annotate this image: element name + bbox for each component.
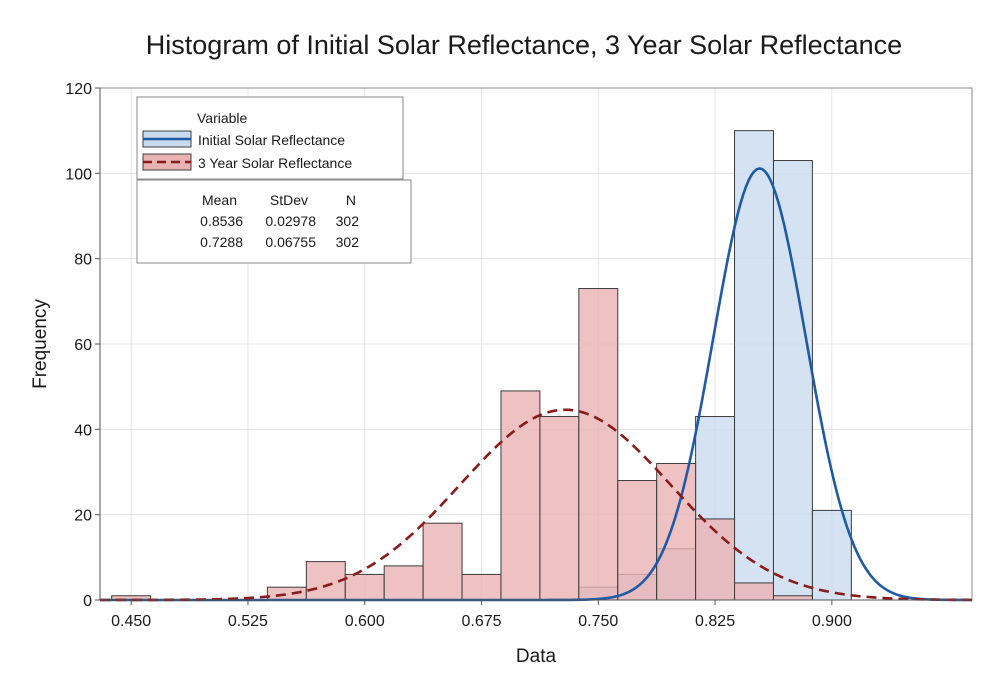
x-tick-label-5: 0.825 <box>695 613 735 630</box>
y-tick-label-2: 40 <box>74 422 92 439</box>
legend-title: Variable <box>197 110 248 126</box>
stats-3yr-n: 302 <box>336 234 360 250</box>
stats-initial-n: 302 <box>336 213 360 229</box>
three-year-bar-11 <box>539 416 580 601</box>
stats-initial-mean: 0.8536 <box>200 213 243 229</box>
legend-label-3yr: 3 Year Solar Reflectance <box>198 155 352 171</box>
x-tick-label-4: 0.750 <box>578 613 618 630</box>
three-year-bar-13 <box>617 480 658 601</box>
three-year-bar-9 <box>461 573 502 601</box>
x-axis-label: Data <box>516 646 557 667</box>
y-axis-label: Frequency <box>30 299 51 389</box>
initial-bar-6 <box>811 509 852 601</box>
initial-bar-4 <box>734 130 774 601</box>
stats-3yr-mean: 0.7288 <box>200 234 243 250</box>
three-year-bar-8 <box>422 522 463 601</box>
stats-header-mean: Mean <box>202 192 237 208</box>
three-year-bar-4 <box>266 586 307 601</box>
x-tick-label-3: 0.675 <box>461 613 501 630</box>
three-year-normal-curve <box>100 408 973 602</box>
three-year-bar-12 <box>578 288 619 601</box>
three-year-bar-6 <box>344 573 385 601</box>
x-tick-label-1: 0.525 <box>228 613 268 630</box>
chart-title: Histogram of Initial Solar Reflectance, … <box>146 30 902 60</box>
x-tick-label-0: 0.450 <box>111 613 151 630</box>
stats-3yr-stdev: 0.06755 <box>265 234 316 250</box>
initial-bar-5 <box>772 160 813 601</box>
x-tick-label-6: 0.900 <box>812 613 852 630</box>
stats-box <box>136 179 412 264</box>
stats-initial-stdev: 0.02978 <box>265 213 316 229</box>
legend-label-initial: Initial Solar Reflectance <box>198 132 345 148</box>
stats-header-n: N <box>346 192 356 208</box>
y-tick-label-0: 0 <box>83 593 92 610</box>
y-tick-label-5: 100 <box>65 166 92 183</box>
three-year-bar-16 <box>734 582 774 601</box>
three-year-bar-17 <box>772 595 813 601</box>
legend: Variable Initial Solar Reflectance 3 Yea… <box>136 96 412 264</box>
three-year-bar-14 <box>656 462 697 601</box>
y-tick-label-4: 80 <box>74 252 92 269</box>
x-axis-ticks: 0.450 0.525 0.600 0.675 0.750 0.825 0.900 <box>111 600 852 630</box>
three-year-bar-10 <box>500 390 541 601</box>
y-tick-label-3: 60 <box>74 337 92 354</box>
y-tick-label-6: 120 <box>65 81 92 98</box>
y-axis-ticks: 0 20 40 60 80 100 120 <box>65 81 100 610</box>
three-year-bar-7 <box>383 565 424 601</box>
stats-header-stdev: StDev <box>270 192 308 208</box>
y-tick-label-1: 20 <box>74 508 92 525</box>
x-tick-label-2: 0.600 <box>345 613 385 630</box>
